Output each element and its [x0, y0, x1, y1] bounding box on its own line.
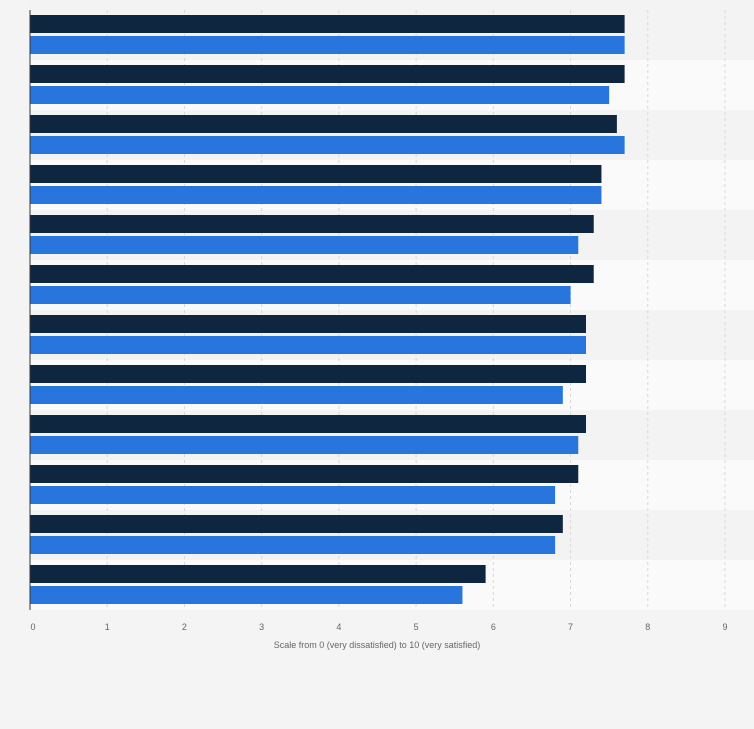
bar-series-2[interactable] [30, 36, 625, 54]
bar-series-1[interactable] [30, 565, 486, 583]
bar-series-2[interactable] [30, 286, 571, 304]
bar-series-2[interactable] [30, 186, 602, 204]
bar-series-2[interactable] [30, 236, 579, 254]
bar-series-1[interactable] [30, 165, 602, 183]
bar-series-1[interactable] [30, 365, 586, 383]
x-tick-label: 6 [491, 622, 496, 632]
bar-series-1[interactable] [30, 515, 563, 533]
bar-series-1[interactable] [30, 115, 617, 133]
bar-series-1[interactable] [30, 15, 625, 33]
x-tick-label: 2 [182, 622, 187, 632]
x-tick-label: 4 [336, 622, 341, 632]
bar-series-1[interactable] [30, 215, 594, 233]
x-tick-label: 7 [568, 622, 573, 632]
bar-series-2[interactable] [30, 386, 563, 404]
x-tick-label: 0 [30, 622, 35, 632]
bar-series-2[interactable] [30, 336, 586, 354]
bar-series-1[interactable] [30, 265, 594, 283]
gridlines [106, 10, 726, 610]
bar-series-1[interactable] [30, 65, 625, 83]
bar-series-1[interactable] [30, 465, 579, 483]
bar-series-1[interactable] [30, 315, 586, 333]
x-tick-label: 8 [645, 622, 650, 632]
bar-series-1[interactable] [30, 415, 586, 433]
x-tick-label: 5 [414, 622, 419, 632]
bar-series-2[interactable] [30, 536, 556, 554]
x-tick-label: 3 [259, 622, 264, 632]
x-axis-title: Scale from 0 (very dissatisfied) to 10 (… [274, 640, 481, 650]
x-tick-label: 9 [722, 622, 727, 632]
bar-series-2[interactable] [30, 136, 625, 154]
bar-series-2[interactable] [30, 486, 556, 504]
x-tick-labels: 0 1 2 3 4 5 6 7 8 9 [30, 622, 727, 632]
bar-series-2[interactable] [30, 586, 463, 604]
bar-series-2[interactable] [30, 86, 610, 104]
bars [30, 15, 625, 604]
x-tick-label: 1 [105, 622, 110, 632]
bar-series-2[interactable] [30, 436, 579, 454]
